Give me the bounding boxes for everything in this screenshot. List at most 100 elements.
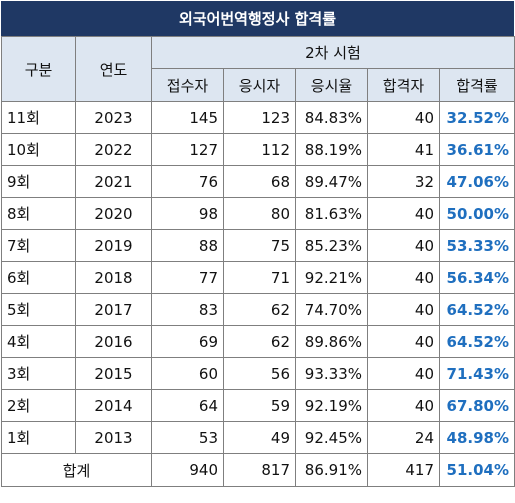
cell-passers: 32	[367, 165, 440, 198]
cell-pass-rate: 64.52%	[439, 325, 515, 358]
cell-takers: 56	[223, 357, 296, 390]
header-year: 연도	[75, 36, 152, 102]
cell-takers: 62	[223, 325, 296, 358]
header-applicants: 접수자	[151, 68, 224, 102]
cell-year: 2013	[75, 421, 152, 454]
cell-round: 1회	[1, 421, 76, 454]
table-header: 구분 연도 2차 시험 접수자 응시자 응시율 합격자 합격률	[1, 36, 515, 102]
total-take-rate: 86.91%	[295, 453, 368, 487]
cell-year: 2018	[75, 261, 152, 294]
total-passers: 417	[367, 453, 440, 487]
total-label: 합계	[1, 453, 152, 487]
cell-year: 2021	[75, 165, 152, 198]
total-row: 합계 940 817 86.91% 417 51.04%	[1, 453, 515, 487]
cell-takers: 68	[223, 165, 296, 198]
cell-pass-rate: 56.34%	[439, 261, 515, 294]
cell-passers: 24	[367, 421, 440, 454]
cell-takers: 112	[223, 133, 296, 166]
header-passers: 합격자	[367, 68, 440, 102]
cell-applicants: 88	[151, 229, 224, 262]
cell-year: 2022	[75, 133, 152, 166]
pass-rate-table: 구분 연도 2차 시험 접수자 응시자 응시율 합격자 합격률 11회 2023 1…	[1, 36, 515, 487]
cell-take-rate: 85.23%	[295, 229, 368, 262]
cell-takers: 62	[223, 293, 296, 326]
cell-round: 11회	[1, 101, 76, 134]
cell-applicants: 69	[151, 325, 224, 358]
cell-round: 7회	[1, 229, 76, 262]
cell-year: 2016	[75, 325, 152, 358]
pass-rate-sheet: 외국어번역행정사 합격률 구분 연도 2차 시험 접수자 응시자 응시율 합격자…	[1, 1, 515, 487]
cell-take-rate: 74.70%	[295, 293, 368, 326]
header-takers: 응시자	[223, 68, 296, 102]
table-body: 11회 2023 145 123 84.83% 40 32.52% 10회 2022 127 112…	[1, 101, 515, 454]
cell-take-rate: 88.19%	[295, 133, 368, 166]
cell-pass-rate: 50.00%	[439, 197, 515, 230]
cell-pass-rate: 47.06%	[439, 165, 515, 198]
cell-round: 2회	[1, 389, 76, 422]
cell-passers: 41	[367, 133, 440, 166]
cell-take-rate: 92.21%	[295, 261, 368, 294]
table-row: 3회 2015 60 56 93.33% 40 71.43%	[1, 357, 515, 390]
cell-applicants: 53	[151, 421, 224, 454]
table-row: 2회 2014 64 59 92.19% 40 67.80%	[1, 389, 515, 422]
cell-year: 2017	[75, 293, 152, 326]
cell-pass-rate: 53.33%	[439, 229, 515, 262]
cell-pass-rate: 71.43%	[439, 357, 515, 390]
header-pass-rate: 합격률	[439, 68, 515, 102]
table-row: 1회 2013 53 49 92.45% 24 48.98%	[1, 421, 515, 454]
cell-take-rate: 92.45%	[295, 421, 368, 454]
table-row: 5회 2017 83 62 74.70% 40 64.52%	[1, 293, 515, 326]
cell-passers: 40	[367, 229, 440, 262]
cell-pass-rate: 64.52%	[439, 293, 515, 326]
cell-take-rate: 89.47%	[295, 165, 368, 198]
cell-year: 2020	[75, 197, 152, 230]
cell-takers: 80	[223, 197, 296, 230]
cell-applicants: 98	[151, 197, 224, 230]
cell-year: 2019	[75, 229, 152, 262]
cell-applicants: 145	[151, 101, 224, 134]
cell-take-rate: 81.63%	[295, 197, 368, 230]
total-takers: 817	[223, 453, 296, 487]
cell-takers: 123	[223, 101, 296, 134]
header-take-rate: 응시율	[295, 68, 368, 102]
table-row: 10회 2022 127 112 88.19% 41 36.61%	[1, 133, 515, 166]
cell-applicants: 64	[151, 389, 224, 422]
cell-take-rate: 92.19%	[295, 389, 368, 422]
cell-round: 10회	[1, 133, 76, 166]
table-row: 11회 2023 145 123 84.83% 40 32.52%	[1, 101, 515, 134]
cell-takers: 49	[223, 421, 296, 454]
cell-takers: 71	[223, 261, 296, 294]
cell-take-rate: 84.83%	[295, 101, 368, 134]
table-row: 8회 2020 98 80 81.63% 40 50.00%	[1, 197, 515, 230]
cell-round: 3회	[1, 357, 76, 390]
cell-pass-rate: 67.80%	[439, 389, 515, 422]
total-applicants: 940	[151, 453, 224, 487]
cell-round: 6회	[1, 261, 76, 294]
table-row: 6회 2018 77 71 92.21% 40 56.34%	[1, 261, 515, 294]
cell-round: 4회	[1, 325, 76, 358]
cell-year: 2015	[75, 357, 152, 390]
table-row: 9회 2021 76 68 89.47% 32 47.06%	[1, 165, 515, 198]
cell-take-rate: 89.86%	[295, 325, 368, 358]
cell-pass-rate: 36.61%	[439, 133, 515, 166]
cell-passers: 40	[367, 357, 440, 390]
cell-passers: 40	[367, 101, 440, 134]
cell-round: 9회	[1, 165, 76, 198]
cell-passers: 40	[367, 293, 440, 326]
cell-year: 2023	[75, 101, 152, 134]
cell-take-rate: 93.33%	[295, 357, 368, 390]
table-title: 외국어번역행정사 합격률	[1, 1, 514, 36]
cell-round: 5회	[1, 293, 76, 326]
cell-passers: 40	[367, 261, 440, 294]
cell-applicants: 83	[151, 293, 224, 326]
cell-applicants: 76	[151, 165, 224, 198]
table-row: 7회 2019 88 75 85.23% 40 53.33%	[1, 229, 515, 262]
cell-applicants: 77	[151, 261, 224, 294]
header-round: 구분	[1, 36, 76, 102]
table-row: 4회 2016 69 62 89.86% 40 64.52%	[1, 325, 515, 358]
total-pass-rate: 51.04%	[439, 453, 515, 487]
header-second-exam: 2차 시험	[151, 36, 515, 69]
cell-round: 8회	[1, 197, 76, 230]
cell-applicants: 60	[151, 357, 224, 390]
cell-takers: 75	[223, 229, 296, 262]
